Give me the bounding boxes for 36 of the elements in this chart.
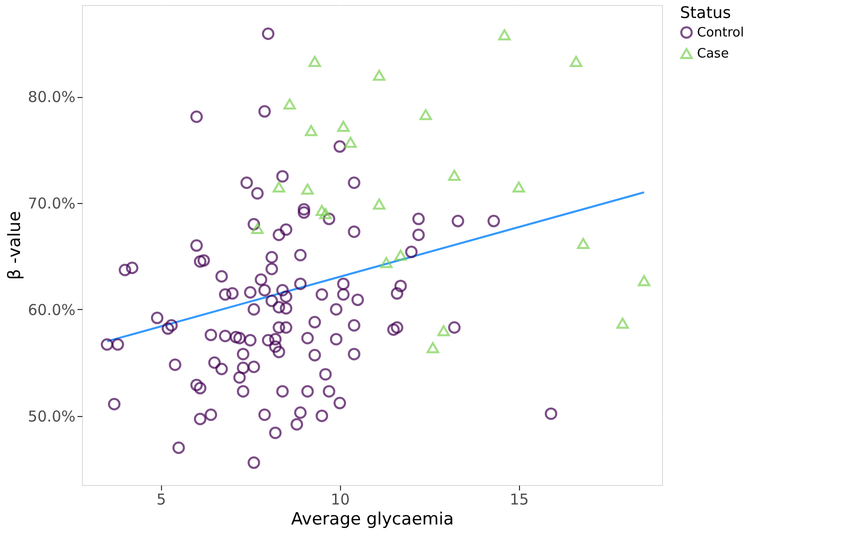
point — [448, 170, 461, 181]
point — [319, 208, 332, 220]
y-tick-label: 50.0% — [28, 407, 76, 426]
point — [304, 125, 318, 136]
point — [251, 222, 264, 234]
point — [272, 181, 286, 193]
x-tick-label: 15 — [510, 490, 529, 508]
point — [344, 136, 357, 148]
point — [316, 204, 328, 216]
point — [498, 29, 511, 40]
y-tick-label: 80.0% — [28, 88, 76, 106]
point — [394, 250, 407, 261]
point — [419, 109, 432, 120]
point — [308, 56, 321, 67]
point — [380, 257, 393, 268]
point — [372, 70, 386, 81]
point — [337, 120, 350, 132]
y-tick-label: 60.0% — [28, 300, 76, 319]
point — [301, 184, 314, 195]
x-axis-title: Average glycaemia — [291, 510, 454, 530]
legend-label: Case — [697, 46, 729, 62]
point — [437, 325, 450, 336]
y-tick-label: 70.0% — [28, 194, 76, 212]
point — [426, 342, 440, 354]
x-tick-label: 10 — [330, 490, 350, 508]
legend-label: Control — [697, 26, 744, 40]
point — [616, 318, 629, 329]
point — [372, 198, 386, 210]
point — [283, 98, 296, 110]
point — [570, 56, 582, 67]
legend-title: Status — [680, 3, 731, 22]
point — [512, 181, 526, 193]
point — [576, 238, 590, 249]
point — [638, 275, 650, 286]
x-tick-label: 5 — [156, 490, 166, 508]
y-axis-title: β -value — [4, 211, 25, 280]
